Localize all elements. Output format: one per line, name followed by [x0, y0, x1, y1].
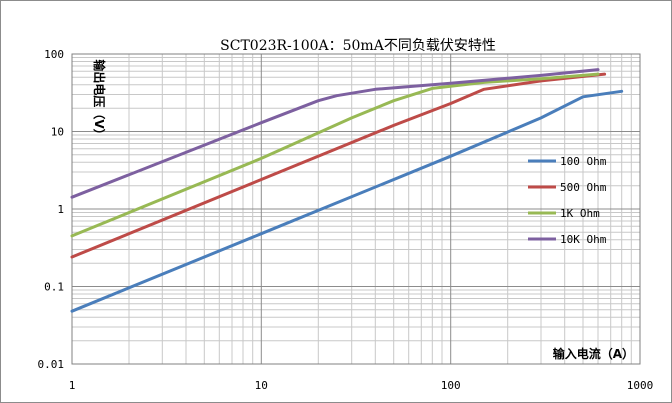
- series-line-1: [70, 72, 607, 259]
- series-line-2: [70, 72, 600, 238]
- y-tick-label: 1: [57, 203, 64, 216]
- x-axis-ticks: 1 10 100 1000: [69, 379, 654, 392]
- x-axis-label: 输入电流（A）: [553, 346, 634, 361]
- major-gridlines: [72, 54, 640, 364]
- y-tick-label: 0.1: [44, 281, 64, 294]
- series-line-3: [70, 68, 600, 199]
- x-tick-label: 100: [441, 379, 461, 392]
- x-tick-label: 1: [69, 379, 76, 392]
- legend: 100 Ohm 500 Ohm 1K Ohm 10K Ohm: [528, 155, 607, 246]
- legend-label: 100 Ohm: [560, 155, 607, 168]
- legend-label: 10K Ohm: [560, 233, 607, 246]
- x-tick-label: 10: [255, 379, 268, 392]
- y-axis-ticks: 0.01 0.1 1 10 100: [38, 48, 65, 371]
- y-tick-label: 0.01: [38, 358, 65, 371]
- y-tick-label: 100: [44, 48, 64, 61]
- legend-label: 1K Ohm: [560, 207, 600, 220]
- plot-area-border: [71, 53, 641, 365]
- series-line-0: [70, 89, 624, 313]
- y-axis-label: 输出电压（V）: [92, 59, 107, 140]
- series-lines: [70, 68, 624, 313]
- y-tick-label: 10: [51, 126, 64, 139]
- x-tick-label: 1000: [627, 379, 654, 392]
- legend-label: 500 Ohm: [560, 181, 607, 194]
- chart-title: SCT023R-100A：50mA不同负载伏安特性: [220, 38, 496, 54]
